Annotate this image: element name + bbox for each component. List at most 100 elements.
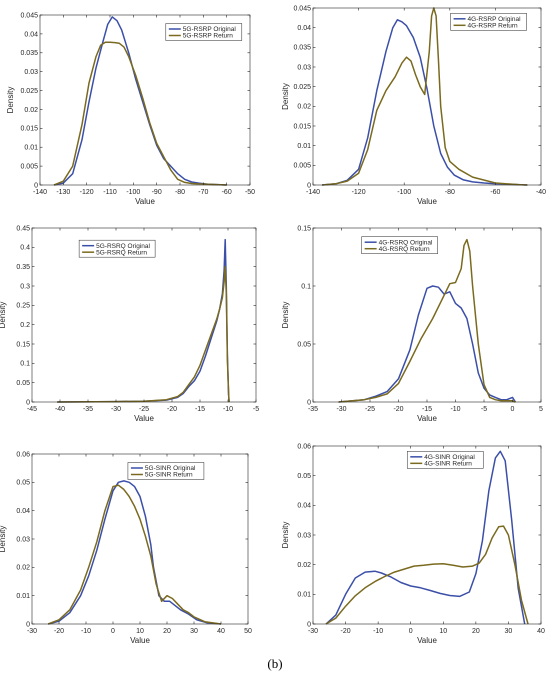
y-tick-label: 0.02 bbox=[297, 562, 311, 569]
chart-panel-2: -140 -120 -100 -80 -60 -40 0 0.005 0.01 0.015 0.02… bbox=[281, 5, 546, 206]
legend-label-1: 4G-RSRQ Original bbox=[379, 239, 433, 246]
x-tick-label: 10 bbox=[136, 628, 144, 635]
x-tick-label: 5 bbox=[539, 406, 543, 413]
y-tick-label: 0.4 bbox=[20, 245, 30, 252]
series-line-2 bbox=[338, 238, 516, 403]
y-tick-label: 0.01 bbox=[24, 145, 38, 152]
y-axis-label: Density bbox=[0, 526, 7, 553]
x-tick-label: 10 bbox=[439, 628, 447, 635]
y-tick-label: 0.015 bbox=[293, 123, 311, 130]
y-tick-label: 0.35 bbox=[16, 264, 30, 271]
y-tick-label: 0.04 bbox=[16, 508, 30, 515]
y-tick-label: 0.06 bbox=[297, 443, 311, 450]
x-tick-label: -80 bbox=[445, 189, 455, 196]
x-tick-label: -90 bbox=[152, 189, 162, 196]
y-axis-label: Density bbox=[0, 302, 7, 329]
x-tick-label: -110 bbox=[103, 189, 117, 196]
x-tick-label: -35 bbox=[83, 406, 93, 413]
y-tick-label: 0.025 bbox=[20, 88, 38, 95]
figure-caption: (b) bbox=[267, 656, 283, 671]
y-tick-label: 0.06 bbox=[16, 451, 30, 458]
plot-area-frame bbox=[312, 7, 542, 186]
y-tick-label: 0.05 bbox=[16, 380, 30, 387]
y-tick-label: 0 bbox=[26, 399, 30, 406]
x-tick-label: -30 bbox=[111, 406, 121, 413]
x-tick-label: -30 bbox=[27, 628, 37, 635]
x-axis-label: Value bbox=[130, 636, 150, 645]
x-tick-label: 0 bbox=[111, 628, 115, 635]
y-tick-label: 0.05 bbox=[16, 480, 30, 487]
y-axis-label: Density bbox=[6, 87, 15, 114]
x-tick-label: -130 bbox=[56, 189, 70, 196]
series-line-1 bbox=[57, 238, 230, 403]
y-tick-label: 0.04 bbox=[297, 503, 311, 510]
y-tick-label: 0 bbox=[26, 621, 30, 628]
x-tick-label: -80 bbox=[175, 189, 185, 196]
x-tick-label: -5 bbox=[253, 406, 259, 413]
legend-box bbox=[127, 462, 205, 480]
y-tick-label: 0.02 bbox=[16, 565, 30, 572]
chart-panel-1: -140 -130 -120 -110 -100 -90 -80 -70 -60 -50 0 0.00… bbox=[6, 12, 255, 206]
y-tick-label: 0.05 bbox=[297, 341, 311, 348]
x-tick-label: -5 bbox=[481, 406, 487, 413]
legend-box bbox=[78, 239, 156, 258]
x-tick-label: -140 bbox=[33, 189, 47, 196]
y-tick-label: 0.02 bbox=[24, 107, 38, 114]
x-axis-label: Value bbox=[417, 636, 437, 645]
x-tick-label: -40 bbox=[536, 189, 546, 196]
y-tick-label: 0 bbox=[34, 182, 38, 189]
legend-label-2: 4G-SINR Return bbox=[424, 461, 472, 468]
x-tick-label: 20 bbox=[472, 628, 480, 635]
chart-panel-4: -35 -30 -25 -20 -15 -10 -5 0 5 0 0.05 0.1 0.15 Value D… bbox=[281, 225, 543, 423]
x-tick-label: -140 bbox=[306, 189, 320, 196]
x-tick-label: 40 bbox=[537, 628, 545, 635]
y-tick-label: 0.15 bbox=[297, 225, 311, 232]
x-tick-label: -60 bbox=[222, 189, 232, 196]
y-tick-label: 0.03 bbox=[24, 69, 38, 76]
x-tick-label: 0 bbox=[409, 628, 413, 635]
x-tick-label: -10 bbox=[373, 628, 383, 635]
legend-label-1: 5G-SINR Original bbox=[145, 465, 196, 472]
x-tick-label: -15 bbox=[195, 406, 205, 413]
y-tick-label: 0.15 bbox=[16, 341, 30, 348]
x-tick-label: 40 bbox=[217, 628, 225, 635]
y-tick-label: 0.005 bbox=[293, 163, 311, 170]
series-line-1 bbox=[325, 450, 526, 625]
legend-label-2: 5G-RSRP Return bbox=[183, 33, 233, 40]
series-line-1 bbox=[53, 16, 227, 186]
x-tick-label: 30 bbox=[505, 628, 513, 635]
x-tick-label: -25 bbox=[139, 406, 149, 413]
legend-label-2: 4G-RSRP Return bbox=[468, 23, 518, 30]
y-tick-label: 0.01 bbox=[16, 593, 30, 600]
y-tick-label: 0.02 bbox=[297, 104, 311, 111]
y-tick-label: 0.035 bbox=[20, 50, 38, 57]
series-line-2 bbox=[57, 265, 230, 403]
x-tick-label: 50 bbox=[244, 628, 252, 635]
y-tick-label: 0 bbox=[307, 621, 311, 628]
y-tick-label: 0.035 bbox=[293, 45, 311, 52]
x-tick-label: -20 bbox=[341, 628, 351, 635]
y-tick-label: 0.2 bbox=[20, 322, 30, 329]
x-tick-label: -30 bbox=[308, 628, 318, 635]
y-tick-label: 0.025 bbox=[293, 84, 311, 91]
y-tick-label: 0.04 bbox=[24, 31, 38, 38]
x-tick-label: -10 bbox=[81, 628, 91, 635]
legend-box bbox=[406, 451, 484, 469]
plot-area-frame bbox=[39, 14, 251, 186]
x-axis-label: Value bbox=[417, 197, 437, 206]
series-line-2 bbox=[47, 484, 222, 625]
x-tick-label: -120 bbox=[352, 189, 366, 196]
x-tick-label: -50 bbox=[245, 189, 255, 196]
y-axis-label: Density bbox=[281, 522, 290, 549]
x-tick-label: -20 bbox=[54, 628, 64, 635]
y-tick-label: 0.01 bbox=[297, 592, 311, 599]
x-tick-label: 0 bbox=[511, 406, 515, 413]
plot-area-frame bbox=[312, 227, 542, 403]
legend-label-2: 4G-RSRQ Return bbox=[379, 246, 430, 253]
x-tick-label: -10 bbox=[450, 406, 460, 413]
y-tick-label: 0.03 bbox=[16, 536, 30, 543]
